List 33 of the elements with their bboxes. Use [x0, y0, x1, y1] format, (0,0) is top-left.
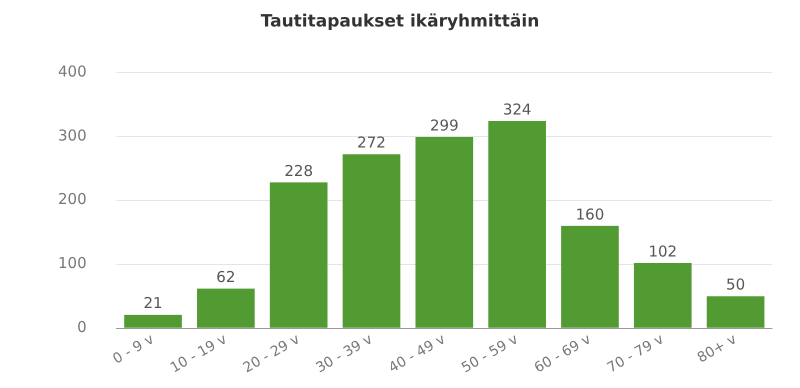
y-tick-label: 200	[58, 190, 87, 208]
bar	[488, 121, 546, 328]
x-tick-label: 10 - 19 v	[168, 331, 230, 376]
data-label: 50	[726, 276, 746, 294]
data-label: 102	[648, 242, 678, 260]
data-label: 228	[284, 162, 313, 180]
bar	[124, 314, 182, 328]
x-tick-label: 0 - 9 v	[110, 331, 157, 368]
bar	[342, 154, 400, 328]
bar	[415, 137, 474, 328]
bar	[270, 182, 328, 328]
bar	[561, 226, 619, 328]
bar	[706, 296, 764, 328]
y-tick-label: 400	[58, 62, 87, 80]
chart-title: Tautitapaukset ikäryhmittäin	[260, 12, 540, 32]
data-label: 21	[143, 294, 163, 312]
x-tick-label: 80+ v	[694, 331, 740, 366]
data-label: 62	[216, 268, 236, 286]
x-tick-label: 50 - 59 v	[458, 331, 521, 376]
data-label: 160	[576, 205, 604, 224]
x-tick-label: 60 - 69 v	[532, 331, 594, 376]
data-label: 324	[502, 100, 532, 118]
x-tick-label: 70 - 79 v	[604, 331, 667, 376]
data-label: 272	[357, 134, 386, 152]
x-tick-label: 30 - 39 v	[313, 331, 376, 376]
data-label: 299	[430, 116, 459, 134]
bar	[197, 288, 255, 328]
y-tick-label: 100	[58, 254, 87, 272]
bar	[634, 263, 692, 328]
x-tick-label: 20 - 29 v	[240, 331, 302, 376]
x-tick-label: 40 - 49 v	[386, 331, 448, 376]
y-tick-label: 300	[58, 126, 87, 144]
y-tick-label: 0	[77, 318, 87, 336]
